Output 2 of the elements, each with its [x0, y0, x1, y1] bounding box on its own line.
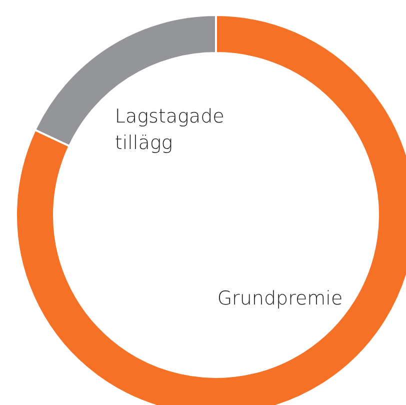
slice-label: Grundpremie — [217, 288, 343, 310]
slice-label: Lagstagade tillägg — [114, 105, 224, 154]
